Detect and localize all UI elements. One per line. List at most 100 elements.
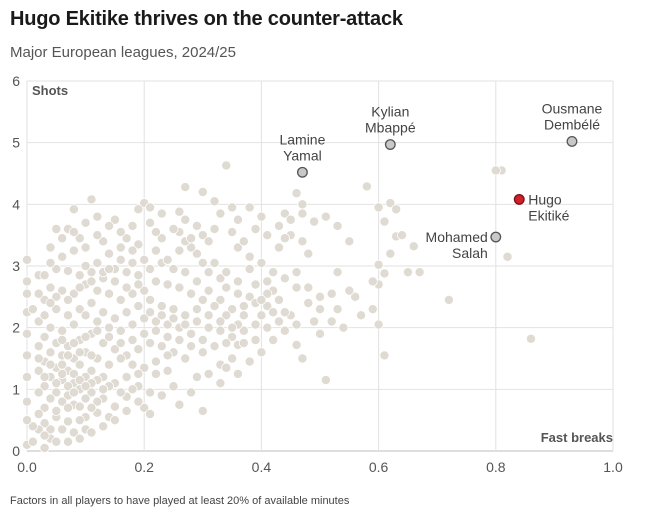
player-label: Lamine	[279, 131, 325, 147]
player-point	[109, 415, 120, 426]
player-point	[68, 227, 79, 238]
player-point	[127, 220, 138, 231]
player-point	[338, 322, 349, 333]
player-point	[109, 313, 120, 324]
player-point	[268, 267, 279, 278]
player-point	[262, 322, 273, 333]
player-point	[162, 331, 173, 342]
player-point	[191, 304, 202, 315]
player-point	[215, 378, 226, 389]
player-point	[279, 208, 290, 219]
player-point	[227, 322, 238, 333]
player-point	[39, 442, 50, 453]
player-point	[391, 204, 402, 215]
player-point	[326, 288, 337, 299]
player-point	[525, 333, 536, 344]
player-point	[139, 402, 150, 413]
player-point	[238, 338, 249, 349]
player-point	[115, 353, 126, 364]
player-point	[385, 198, 396, 209]
player-point	[209, 341, 220, 352]
player-point	[150, 227, 161, 238]
player-point	[92, 396, 103, 407]
player-point	[74, 233, 85, 244]
player-point	[168, 381, 179, 392]
player-point	[45, 297, 56, 308]
player-point	[186, 328, 197, 339]
player-point	[162, 365, 173, 376]
player-point	[256, 257, 267, 268]
player-point	[145, 294, 156, 305]
player-point	[139, 313, 150, 324]
player-point	[268, 334, 279, 345]
player-point	[68, 288, 79, 299]
player-point	[273, 316, 284, 327]
player-point	[109, 344, 120, 355]
player-point	[379, 268, 390, 279]
player-point	[180, 353, 191, 364]
player-label: Hugo	[528, 191, 562, 207]
player-point	[63, 402, 74, 413]
player-point	[244, 291, 255, 302]
player-point	[21, 288, 32, 299]
player-point	[121, 307, 132, 318]
player-point	[39, 371, 50, 382]
player-point	[104, 248, 115, 259]
x-tick-label: 0.2	[134, 459, 154, 475]
player-point	[320, 211, 331, 222]
player-point	[373, 202, 384, 213]
player-point	[408, 241, 419, 252]
player-point	[180, 267, 191, 278]
player-point	[162, 319, 173, 330]
player-point	[145, 202, 156, 213]
player-point	[68, 368, 79, 379]
player-point	[127, 288, 138, 299]
player-label: Mohamed	[426, 229, 488, 245]
player-point	[121, 405, 132, 416]
player-point	[215, 316, 226, 327]
player-point	[57, 285, 68, 296]
player-point	[168, 223, 179, 234]
player-point	[156, 208, 167, 219]
player-point	[373, 319, 384, 330]
player-point	[320, 375, 331, 386]
player-point	[191, 248, 202, 259]
player-point	[273, 294, 284, 305]
player-point	[139, 362, 150, 373]
player-point	[238, 325, 249, 336]
player-point	[145, 264, 156, 275]
player-point	[174, 245, 185, 256]
player-point	[39, 402, 50, 413]
player-point	[197, 230, 208, 241]
player-point	[344, 285, 355, 296]
x-axis-label: Fast breaks	[541, 430, 613, 445]
player-point	[21, 276, 32, 287]
player-point	[356, 310, 367, 321]
player-point	[86, 365, 97, 376]
player-point	[244, 202, 255, 213]
player-point	[273, 220, 284, 231]
player-point	[115, 254, 126, 265]
player-point	[203, 236, 214, 247]
player-point	[109, 214, 120, 225]
player-point	[104, 359, 115, 370]
player-point	[203, 322, 214, 333]
player-point	[86, 276, 97, 287]
player-point	[314, 328, 325, 339]
player-point	[303, 282, 314, 293]
player-point	[57, 233, 68, 244]
player-point	[127, 319, 138, 330]
player-point	[57, 325, 68, 336]
player-point	[127, 359, 138, 370]
player-point	[227, 202, 238, 213]
player-point	[115, 242, 126, 253]
player-point	[139, 285, 150, 296]
player-point	[350, 291, 361, 302]
player-point	[291, 267, 302, 278]
player-point	[297, 208, 308, 219]
player-point	[145, 217, 156, 228]
player-point	[203, 310, 214, 321]
player-point	[221, 160, 232, 171]
player-point	[156, 301, 167, 312]
